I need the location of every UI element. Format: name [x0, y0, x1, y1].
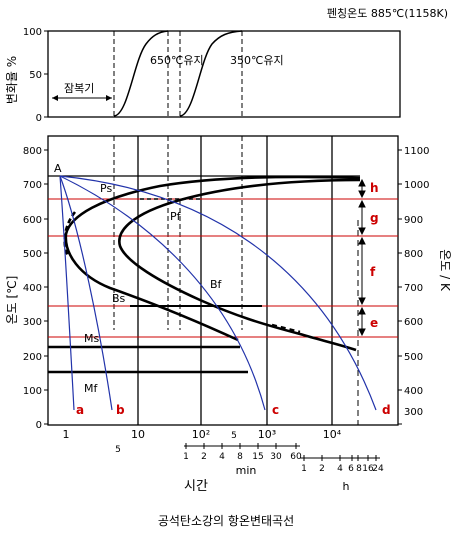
left-y-ticks: 800 700 600 500 400 300 200 100 0	[23, 146, 48, 431]
hour-tick-1: 1	[301, 464, 307, 474]
cooling-label-b: b	[116, 403, 125, 417]
x-tick-10000: 10⁴	[323, 428, 342, 441]
hour-tick-8: 8	[356, 464, 362, 474]
left-tick-600: 600	[23, 215, 42, 226]
right-tick-1100: 1100	[404, 146, 429, 157]
finish-curve	[118, 178, 361, 352]
label-bf: Bf	[210, 278, 223, 291]
main-y-axis-right-label: 온도 / K	[438, 249, 452, 292]
top-panel-frame	[47, 30, 401, 118]
hour-tick-2: 2	[319, 464, 325, 474]
incubation-label: 잠복기	[64, 82, 94, 95]
cooling-curve-a	[59, 175, 75, 411]
zone-label-h: h	[370, 181, 379, 195]
right-tick-900: 900	[404, 215, 423, 226]
curve-label-350: 350℃유지	[230, 54, 284, 67]
x-ticks: 1 10 10² 10³ 10⁴ 5 5	[63, 428, 342, 455]
top-y-tick-0: 0	[36, 113, 42, 124]
label-mf: Mf	[84, 382, 98, 395]
hour-tick-6: 6	[348, 464, 354, 474]
start-curve	[64, 175, 361, 342]
austenitizing-label: 펜칭온도 885℃(1158K)	[327, 7, 448, 20]
zone-arrows	[358, 178, 366, 337]
right-tick-400: 400	[404, 386, 423, 397]
right-tick-700: 700	[404, 283, 423, 294]
label-ps: Ps	[100, 182, 112, 195]
right-tick-1000: 1000	[404, 180, 429, 191]
top-y-axis-label: 변화율 %	[5, 56, 19, 104]
label-ms: Ms	[84, 332, 99, 345]
label-pf: Pf	[170, 210, 182, 223]
cooling-label-d: d	[382, 403, 391, 417]
left-tick-300: 300	[23, 317, 42, 328]
transform-curve-350	[179, 30, 243, 117]
figure-caption: 공석탄소강의 항온변태곡선	[157, 514, 295, 528]
zone-label-g: g	[370, 211, 379, 225]
min-tick-1: 1	[183, 452, 189, 462]
x-tick-1: 1	[63, 428, 70, 441]
main-panel: 온도 [℃] 온도 / K 800 700 600 500 400 300 20…	[5, 135, 452, 494]
left-tick-700: 700	[23, 180, 42, 191]
cooling-label-a: a	[76, 403, 84, 417]
minutes-scale: 1 2 4 8 15 30 60 min	[183, 443, 302, 477]
min-unit: min	[236, 464, 257, 477]
hour-tick-4: 4	[337, 464, 343, 474]
min-tick-2: 2	[201, 452, 207, 462]
right-tick-300: 300	[404, 407, 423, 418]
x-axis-label: 시간	[184, 479, 208, 494]
top-panel: 펜칭온도 885℃(1158K) 변화율 % 100 50 0 650℃유지 3…	[5, 7, 448, 124]
cooling-label-c: c	[272, 403, 279, 417]
top-y-tick-100: 100	[23, 27, 42, 38]
cooling-curve-d	[59, 175, 377, 411]
main-y-axis-left-label: 온도 [℃]	[5, 276, 19, 325]
hour-tick-24: 24	[372, 464, 384, 474]
right-y-ticks: 1100 1000 900 800 700 600 500 400 300	[398, 146, 429, 425]
left-tick-100: 100	[23, 386, 42, 397]
right-tick-600: 600	[404, 317, 423, 328]
min-tick-60: 60	[290, 452, 302, 462]
zone-label-e: e	[370, 316, 378, 330]
x-tick-100: 10²	[192, 428, 210, 441]
min-tick-30: 30	[270, 452, 282, 462]
left-tick-0: 0	[36, 420, 42, 431]
top-y-tick-50: 50	[29, 70, 42, 81]
right-tick-500: 500	[404, 352, 423, 363]
transform-curve-650	[113, 30, 169, 117]
left-tick-200: 200	[23, 352, 42, 363]
x-tick-10: 10	[131, 428, 145, 441]
hours-scale: 1 2 4 6 8 16 24 h	[300, 455, 384, 493]
right-tick-800: 800	[404, 249, 423, 260]
cooling-curve-b	[59, 175, 113, 411]
min-tick-4: 4	[219, 452, 225, 462]
cooling-curve-c	[59, 175, 266, 411]
finish-curve-dashed	[271, 323, 301, 334]
label-a1: A	[54, 162, 62, 175]
left-tick-400: 400	[23, 283, 42, 294]
min-tick-15: 15	[252, 452, 263, 462]
zone-label-f: f	[370, 265, 376, 279]
min-tick-8: 8	[237, 452, 243, 462]
x-minor-5b: 5	[231, 431, 237, 441]
main-panel-frame	[47, 135, 399, 426]
label-bs: Bs	[112, 292, 126, 305]
x-minor-5a: 5	[115, 445, 121, 455]
left-tick-500: 500	[23, 249, 42, 260]
left-tick-800: 800	[23, 146, 42, 157]
curve-label-650: 650℃유지	[150, 54, 204, 67]
hour-unit: h	[343, 480, 350, 493]
hour-tick-16: 16	[362, 464, 374, 474]
x-tick-1000: 10³	[258, 428, 276, 441]
